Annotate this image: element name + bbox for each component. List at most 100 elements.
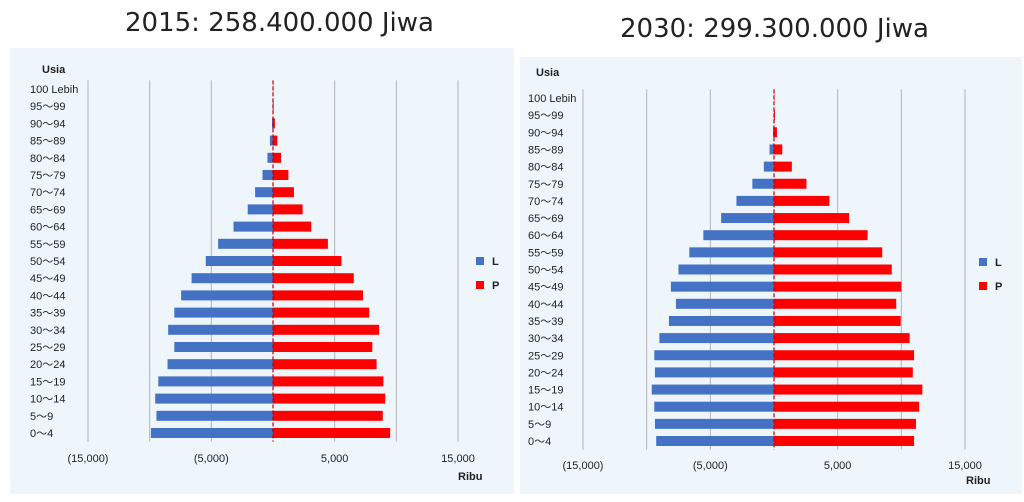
bar-female — [273, 152, 282, 163]
age-group-label: 80～84 — [528, 162, 563, 174]
age-group-label: 75～79 — [528, 179, 563, 191]
bar-female — [774, 247, 883, 258]
bar-female — [273, 428, 391, 438]
legend-swatch — [979, 282, 987, 290]
bar-male — [174, 307, 273, 318]
age-group-label: 75～79 — [30, 170, 65, 182]
legend-swatch — [476, 257, 484, 265]
x-axis-title: Ribu — [966, 475, 990, 487]
age-group-label: 15～19 — [528, 385, 563, 397]
bar-female — [273, 238, 328, 249]
bar-male — [150, 428, 273, 438]
age-group-label: 55～59 — [30, 239, 65, 251]
bar-female — [273, 324, 380, 335]
age-group-label: 80～84 — [30, 153, 65, 165]
age-group-label: 5～9 — [528, 419, 551, 431]
bar-female — [774, 401, 920, 412]
age-group-label: 35～39 — [30, 308, 65, 320]
age-group-label: 20～24 — [30, 359, 65, 371]
legend-label: P — [492, 280, 499, 292]
bar-female — [774, 195, 830, 206]
age-group-label: 45～49 — [528, 282, 563, 294]
age-group-label: 30～34 — [30, 325, 65, 337]
bar-male — [181, 290, 273, 301]
bar-female — [774, 350, 915, 361]
bar-male — [233, 221, 273, 232]
bar-female — [774, 298, 897, 309]
x-axis-title: Ribu — [458, 471, 482, 483]
age-group-label: 25～29 — [528, 350, 563, 362]
x-tick-label: 15,000 — [948, 460, 982, 472]
bar-female — [774, 178, 807, 189]
age-group-label: 10～14 — [30, 394, 65, 406]
age-group-label: 70～74 — [30, 187, 65, 199]
bar-female — [273, 393, 386, 404]
bar-male — [158, 376, 273, 387]
bar-male — [721, 213, 774, 224]
bar-male — [168, 324, 273, 335]
legend-label: L — [995, 257, 1002, 269]
bar-male — [668, 315, 774, 326]
bar-female — [273, 307, 370, 318]
bar-male — [654, 367, 774, 378]
bar-female — [774, 213, 850, 224]
bar-female — [273, 256, 342, 266]
age-group-label: 40～44 — [528, 299, 563, 311]
bar-male — [262, 170, 273, 180]
bar-female — [774, 384, 923, 395]
x-tick-label: (15,000) — [68, 453, 109, 465]
x-tick-label: 15,000 — [441, 453, 475, 465]
bar-male — [689, 247, 774, 258]
age-group-label: 45～49 — [30, 273, 65, 285]
age-group-label: 95～99 — [30, 101, 65, 113]
age-group-label: 25～29 — [30, 342, 65, 354]
age-group-label: 65～69 — [528, 213, 563, 225]
age-group-label: 50～54 — [30, 256, 65, 268]
y-axis-title: Usia — [536, 67, 560, 79]
bar-female — [774, 161, 792, 172]
age-group-label: 5～9 — [30, 411, 53, 423]
bar-male — [167, 359, 273, 370]
bar-male — [269, 135, 273, 146]
age-group-label: 20～24 — [528, 367, 563, 379]
bar-male — [736, 195, 774, 206]
bar-male — [651, 384, 774, 395]
bar-male — [191, 273, 273, 284]
pyramid-2015-chart: Usia 100 Lebih 95～99 90～94 85～89 80～84 75～79 70… — [30, 64, 499, 483]
bar-male — [703, 230, 774, 241]
bar-female — [774, 367, 913, 378]
bar-female — [774, 264, 892, 275]
x-tick-label: 5,000 — [321, 453, 349, 465]
bar-female — [273, 204, 303, 215]
age-group-label: 90～94 — [30, 118, 65, 130]
age-group-label: 0～4 — [30, 428, 53, 440]
bar-female — [273, 118, 275, 129]
x-tick-label: 5,000 — [824, 460, 852, 472]
age-group-label: 90～94 — [528, 127, 563, 139]
bar-female — [273, 342, 373, 352]
bar-male — [656, 436, 774, 446]
bar-male — [247, 204, 273, 215]
age-group-label: 100 Lebih — [528, 93, 576, 105]
age-group-label: 40～44 — [30, 290, 65, 302]
bar-male — [670, 281, 774, 292]
bar-female — [774, 144, 783, 155]
pyramid-2030-panel: Usia 100 Lebih 95～99 90～94 85～89 80～84 75～79 70… — [520, 57, 1022, 494]
bar-female — [273, 290, 364, 301]
bar-male — [654, 418, 774, 429]
age-group-label: 65～69 — [30, 204, 65, 216]
bar-male — [659, 333, 774, 344]
bar-female — [273, 221, 312, 232]
bar-female — [774, 333, 910, 344]
left-chart-title: 2015: 258.400.000 Jiwa — [125, 8, 434, 38]
bar-female — [273, 273, 354, 284]
bar-female — [774, 315, 901, 326]
bar-male — [255, 187, 273, 198]
legend-label: P — [995, 281, 1002, 293]
bar-male — [156, 410, 273, 421]
age-group-label: 70～74 — [528, 196, 563, 208]
bar-female — [774, 127, 777, 138]
age-group-label: 100 Lebih — [30, 84, 78, 96]
age-group-label: 30～34 — [528, 333, 563, 345]
bar-male — [654, 401, 774, 412]
